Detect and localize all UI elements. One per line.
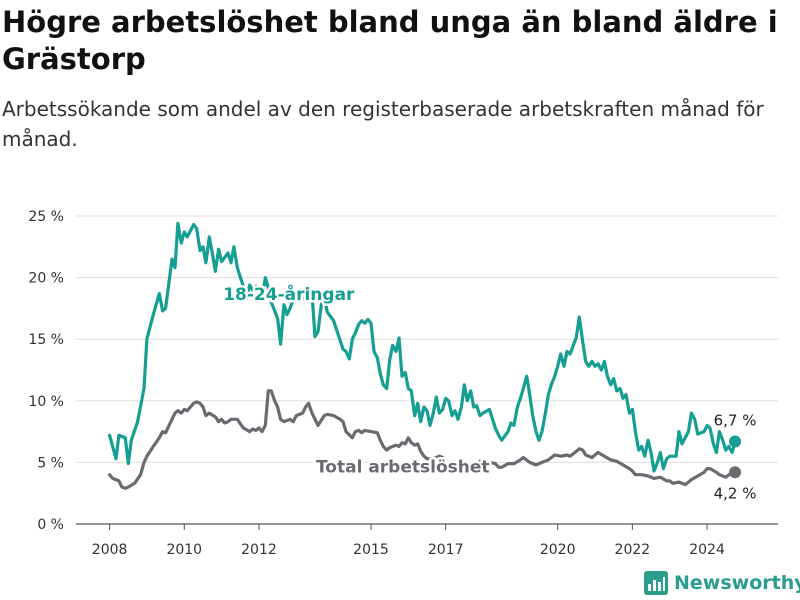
series-line-total <box>478 447 737 487</box>
brand-name: Newsworthy <box>674 572 800 594</box>
end-point-18-24 <box>729 435 742 448</box>
x-tick-label: 2022 <box>615 542 651 558</box>
page-subtitle: Arbetssökande som andel av den registerb… <box>2 97 764 151</box>
gridlines <box>76 215 778 525</box>
y-tick-label: 15 % <box>28 332 64 348</box>
y-tick-label: 10 % <box>28 394 64 410</box>
series-label-18-24: 18-24-åringar <box>223 283 355 305</box>
y-axis: 0 % 5 % 10 % 15 % 20 % 25 % <box>28 209 64 533</box>
series-line-total <box>108 389 445 490</box>
y-tick-label: 0 % <box>37 517 64 533</box>
x-tick-label: 2017 <box>428 542 464 558</box>
end-label-18-24: 6,7 % <box>714 411 757 429</box>
x-tick-label: 2010 <box>166 542 202 558</box>
end-label-total: 4,2 % <box>714 484 757 502</box>
series-line-18-24 <box>108 221 737 473</box>
x-tick-label: 2020 <box>540 542 576 558</box>
x-tick-label: 2015 <box>353 542 389 558</box>
end-point-total <box>729 466 742 479</box>
y-tick-label: 5 % <box>37 455 64 471</box>
x-tick-label: 2024 <box>689 542 725 558</box>
page-title: Högre arbetslöshet bland unga än bland ä… <box>2 5 778 76</box>
bar-chart-logo-icon <box>644 571 668 595</box>
x-axis: 2008 2010 2012 2015 2017 2020 2022 2024 <box>92 524 725 558</box>
y-tick-label: 20 % <box>28 271 64 287</box>
series-labels: 6,7 % 4,2 % 18-24-åringar Total arbetslöshe… <box>221 280 757 502</box>
y-tick-label: 25 % <box>28 209 64 225</box>
x-tick-label: 2008 <box>92 542 128 558</box>
series-label-total: Total arbetslöshet <box>316 457 490 477</box>
x-tick-label: 2012 <box>241 542 277 558</box>
series-lines <box>108 221 742 490</box>
brand-logo: Newsworthy <box>644 568 800 598</box>
